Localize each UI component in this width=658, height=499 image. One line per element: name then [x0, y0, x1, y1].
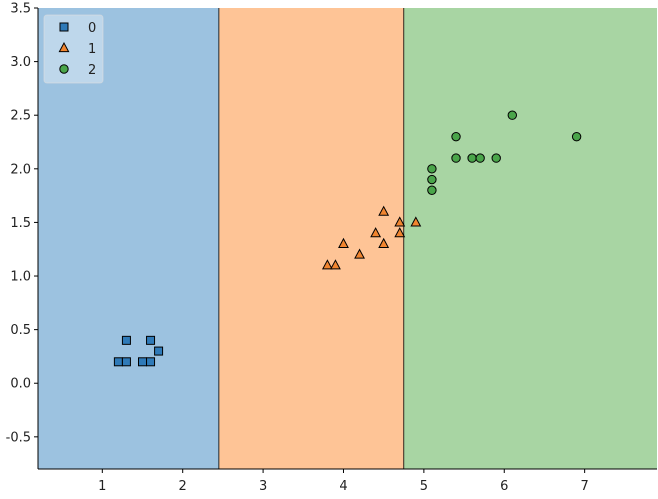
point-class-1	[370, 227, 382, 238]
y-tick-label: 1.0	[10, 270, 31, 285]
y-tick-label: 1.5	[10, 216, 31, 231]
point-class-0	[121, 357, 131, 367]
point-class-2	[451, 131, 461, 142]
legend-box	[43, 14, 104, 84]
point-class-2	[427, 174, 437, 185]
point-class-0	[146, 357, 156, 367]
x-tick-label: 5	[420, 479, 428, 494]
y-tick-label: 2.0	[10, 162, 31, 177]
point-class-1	[338, 237, 349, 248]
point-class-1	[394, 227, 406, 238]
point-class-0	[113, 357, 123, 367]
point-class-2	[571, 131, 582, 142]
point-class-1	[378, 205, 390, 216]
legend-label-1: 1	[88, 42, 96, 57]
y-tick-label: 2.5	[10, 109, 31, 124]
point-class-2	[451, 153, 461, 163]
y-tick-label: 0.5	[10, 323, 31, 338]
region-class-1	[218, 8, 404, 469]
series-0	[113, 335, 164, 367]
y-tick-label: -0.5	[6, 430, 31, 445]
region-class-2	[403, 8, 657, 469]
decision-regions	[38, 8, 657, 469]
point-class-0	[146, 335, 156, 345]
point-class-2	[475, 153, 485, 163]
y-tick-label: 3.0	[10, 55, 31, 70]
x-tick-label: 4	[339, 479, 347, 494]
point-class-1	[394, 216, 406, 227]
point-class-2	[427, 164, 437, 174]
legend: 0 1 2	[43, 14, 104, 84]
point-class-0	[138, 357, 148, 367]
point-class-1	[378, 237, 390, 248]
point-class-1	[410, 216, 422, 227]
x-tick-label: 1	[98, 479, 106, 494]
series-2	[427, 110, 582, 195]
y-tick-label: 3.5	[10, 2, 31, 17]
series-1	[321, 205, 422, 270]
x-tick-label: 7	[581, 479, 589, 494]
x-tick-label: 2	[179, 479, 187, 494]
region-class-0	[38, 8, 219, 469]
point-class-1	[321, 259, 333, 270]
point-class-1	[330, 259, 341, 270]
point-class-2	[427, 185, 437, 195]
axes: 1 2 3 4 5 6 7 -0.5 0.0 0.5 1.0 1.5 2.0 2.5 3.0 3.5	[6, 2, 657, 494]
legend-label-0: 0	[88, 21, 96, 36]
x-tick-label: 6	[500, 479, 508, 494]
point-class-2	[467, 153, 477, 163]
point-class-2	[491, 153, 501, 163]
x-tick-label: 3	[259, 479, 267, 494]
decision-boundaries	[218, 8, 405, 469]
point-class-1	[354, 248, 365, 259]
point-class-2	[507, 110, 517, 120]
data-points	[113, 110, 582, 367]
legend-marker-0	[59, 22, 69, 32]
point-class-0	[121, 335, 131, 345]
legend-marker-2	[59, 64, 69, 74]
legend-label-2: 2	[88, 63, 96, 78]
y-tick-label: 0.0	[10, 377, 31, 392]
legend-marker-1	[58, 41, 70, 53]
point-class-0	[154, 346, 164, 356]
